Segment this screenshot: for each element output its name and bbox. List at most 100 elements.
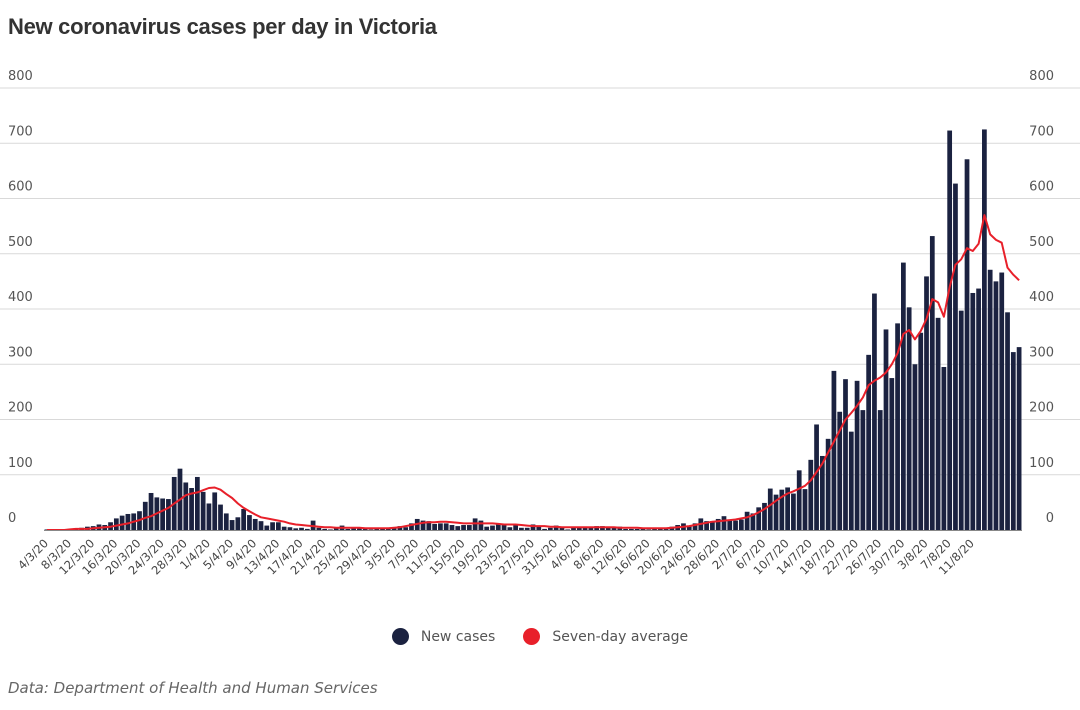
y-tick-label-right-500: 500 [1029,235,1054,250]
bar [409,523,414,530]
bar [767,488,773,530]
bar [733,520,738,530]
bar [843,379,848,530]
bar [194,476,200,530]
y-tick-label-left-800: 800 [8,69,33,84]
bar [449,525,455,530]
bar [501,525,507,530]
bar [44,529,50,530]
y-tick-label-right-400: 400 [1029,290,1054,305]
bar [692,523,698,530]
bar [362,528,368,530]
bar [993,281,999,530]
bar [756,507,762,530]
y-tick-label-right-600: 600 [1029,180,1054,195]
y-axis-left: 0 100 200 300 400 500 600 700 800 [8,69,33,526]
bar [762,502,767,530]
bar [970,292,976,530]
bar [1016,347,1022,530]
bar [328,529,333,530]
bar [918,332,924,530]
bar [420,520,426,530]
bar [148,492,154,530]
bar [316,527,322,530]
bar [183,482,189,530]
bar [218,504,223,530]
bar [212,492,218,530]
bar [357,528,362,530]
bar [333,528,339,530]
bar [854,380,860,530]
y-tick-label-left-500: 500 [8,235,33,250]
bar-series-new-cases [44,129,1022,531]
legend-swatch-new-cases [391,628,409,645]
bar [1005,312,1010,530]
bar [831,370,837,530]
bar [872,293,877,530]
legend-item-new-cases[interactable]: New cases [391,628,495,645]
bar [750,513,756,530]
bar [947,130,953,531]
bar [785,487,790,530]
bar [837,411,843,530]
legend-swatch-seven-day-average [523,628,541,645]
bar [345,528,351,530]
bar [877,410,883,530]
bar [796,470,802,530]
bar [976,288,981,530]
bar [443,523,449,530]
bar [808,459,814,530]
bar [160,498,166,530]
bar [403,527,409,530]
bar [623,528,628,530]
bar [466,525,472,530]
bar [264,525,270,530]
bar [721,516,727,530]
bar [686,526,692,530]
bar [958,310,964,530]
bar [426,521,432,530]
y-tick-label-left-0: 0 [8,511,16,526]
bar [773,494,779,530]
bar [287,527,293,530]
bar [547,527,553,530]
bar [779,489,785,530]
y-tick-label-right-300: 300 [1029,345,1054,360]
legend-label-seven-day-average: Seven-day average [552,628,689,645]
bar [304,528,310,530]
bar [802,489,808,530]
bar [189,488,194,530]
bar [900,262,906,530]
bar [113,518,119,530]
bar [455,526,461,530]
bar [368,529,374,530]
bar [571,527,576,530]
bar [588,527,594,530]
legend-item-seven-day-average[interactable]: Seven-day average [523,628,688,645]
bar [391,528,397,530]
y-tick-label-right-800: 800 [1029,69,1054,84]
bar [941,367,947,530]
bar [125,513,131,530]
bar [536,526,542,530]
bar [385,528,391,530]
bar [738,519,744,530]
y-tick-label-right-200: 200 [1029,401,1054,416]
bar [276,522,281,530]
y-tick-label-right-700: 700 [1029,124,1054,139]
legend: New cases Seven-day average [0,628,1080,645]
bar [582,527,588,530]
bar [929,236,935,530]
x-axis: 4/3/208/3/2012/3/2016/3/2020/3/2024/3/20… [15,530,1022,577]
line-series-seven-day-average [46,214,1020,531]
bar [935,317,941,530]
y-tick-label-right-100: 100 [1029,456,1054,471]
bar [1010,352,1016,530]
bar [924,276,929,530]
bar [553,525,559,530]
bar [484,526,490,530]
bar [258,521,264,530]
bar [964,159,970,530]
bar [490,525,495,530]
bar [524,527,530,530]
